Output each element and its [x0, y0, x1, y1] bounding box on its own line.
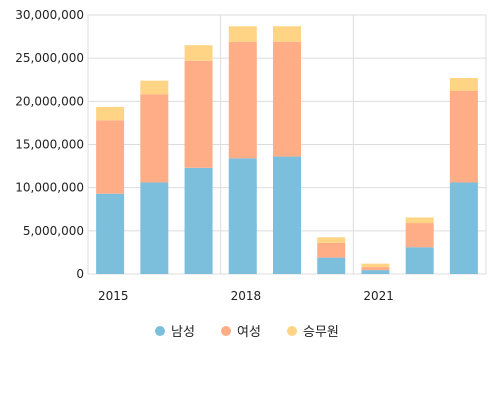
bar-여성-2018[interactable]: [228, 41, 257, 159]
bar-여성-2017[interactable]: [184, 60, 213, 168]
x-tick-label: 2018: [231, 289, 262, 303]
legend-item-승무원[interactable]: 승무원: [287, 325, 339, 340]
bar-남성-2020[interactable]: [317, 257, 346, 274]
bar-남성-2023[interactable]: [449, 182, 478, 274]
bar-승무원-2015[interactable]: [96, 106, 125, 121]
bar-남성-2018[interactable]: [228, 158, 257, 274]
legend-item-남성[interactable]: 남성: [155, 325, 195, 340]
bar-남성-2016[interactable]: [140, 182, 169, 274]
legend-label: 남성: [171, 325, 195, 340]
bar-승무원-2023[interactable]: [449, 78, 478, 91]
bar-승무원-2019[interactable]: [273, 26, 301, 42]
bar-여성-2021[interactable]: [361, 267, 390, 271]
legend-swatch: [287, 326, 297, 336]
legend-label: 여성: [237, 325, 261, 340]
bar-남성-2017[interactable]: [184, 167, 213, 274]
bar-승무원-2021[interactable]: [361, 263, 390, 268]
bar-여성-2019[interactable]: [273, 41, 301, 157]
bar-남성-2021[interactable]: [361, 270, 390, 274]
x-tick-label: 2021: [363, 289, 394, 303]
bar-승무원-2020[interactable]: [317, 237, 346, 243]
bar-여성-2015[interactable]: [96, 120, 125, 194]
x-tick-label: 2015: [98, 289, 129, 303]
bar-여성-2022[interactable]: [405, 223, 434, 248]
bar-여성-2016[interactable]: [140, 94, 169, 183]
bar-승무원-2016[interactable]: [140, 80, 169, 95]
y-tick-label: 15,000,000: [15, 138, 84, 152]
bar-여성-2023[interactable]: [449, 90, 478, 183]
bar-남성-2022[interactable]: [405, 247, 434, 274]
y-tick-label: 10,000,000: [15, 181, 84, 195]
bar-여성-2020[interactable]: [317, 242, 346, 258]
bar-남성-2015[interactable]: [96, 193, 125, 274]
bar-승무원-2017[interactable]: [184, 45, 213, 61]
y-tick-label: 25,000,000: [15, 51, 84, 65]
y-tick-label: 30,000,000: [15, 8, 84, 22]
bar-남성-2019[interactable]: [273, 156, 301, 274]
legend-item-여성[interactable]: 여성: [221, 325, 261, 340]
legend-label: 승무원: [303, 325, 339, 340]
y-tick-label: 0: [76, 267, 84, 281]
y-tick-label: 5,000,000: [23, 224, 84, 238]
legend-swatch: [155, 326, 165, 336]
bar-승무원-2022[interactable]: [405, 217, 434, 224]
legend-swatch: [221, 326, 231, 336]
bar-승무원-2018[interactable]: [228, 26, 257, 42]
y-tick-label: 20,000,000: [15, 94, 84, 108]
